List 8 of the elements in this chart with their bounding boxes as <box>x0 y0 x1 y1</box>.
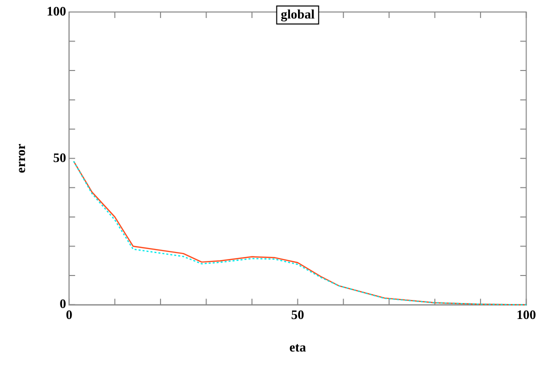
y-tick-label: 100 <box>46 3 66 18</box>
y-tick-label: 50 <box>53 150 66 165</box>
chart-title: global <box>280 6 316 22</box>
y-tick-label: 0 <box>60 296 66 312</box>
x-axis-title: eta <box>289 340 306 355</box>
x-tick-label: 100 <box>516 306 536 322</box>
y-axis-title: error <box>13 144 28 174</box>
x-tick-label: 50 <box>291 306 304 322</box>
